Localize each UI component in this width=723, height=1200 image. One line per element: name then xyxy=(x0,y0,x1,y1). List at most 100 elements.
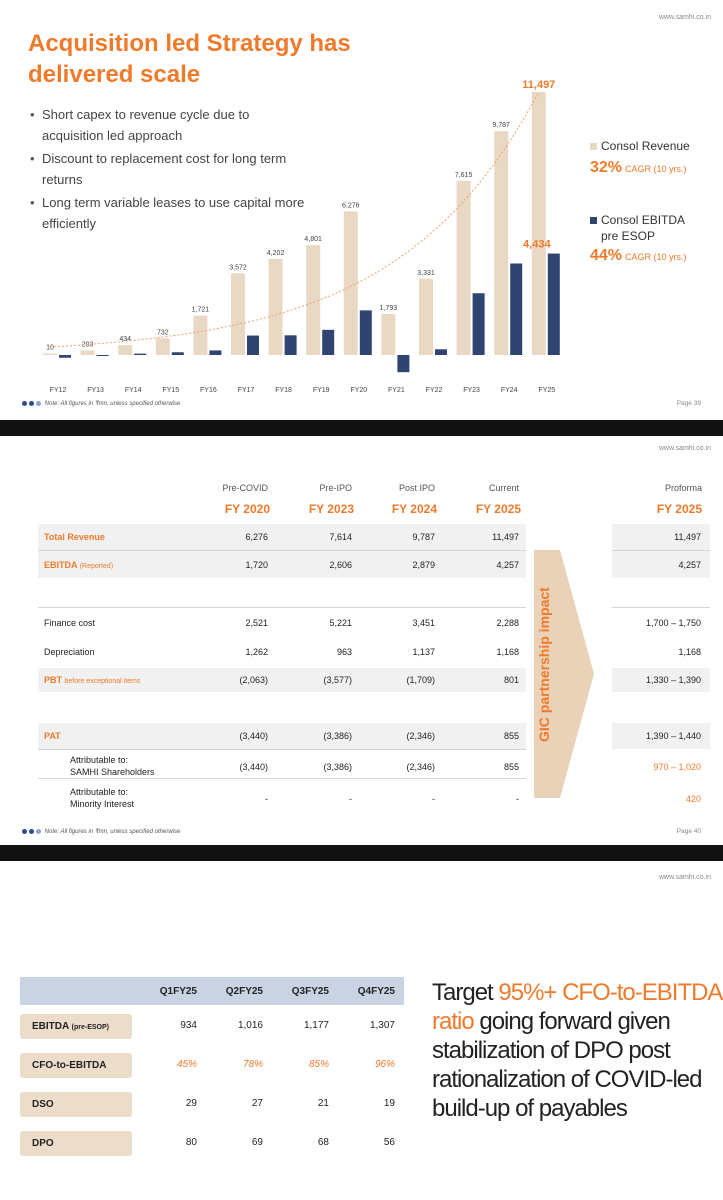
table-header-cell: Q2FY25 xyxy=(225,986,263,997)
gic-impact-arrow xyxy=(534,550,594,798)
row-label-ebitda-note: (Reported) xyxy=(79,563,114,570)
cell: (3,577) xyxy=(323,675,352,685)
target-post: going forward given stabilization of DPO… xyxy=(432,1008,702,1122)
proforma-cell: 11,497 xyxy=(674,532,701,542)
revenue-bar xyxy=(531,92,546,355)
cell: 1,177 xyxy=(303,1020,329,1031)
slide-divider xyxy=(0,845,723,861)
x-tick-label: FY24 xyxy=(501,387,518,394)
cell: 80 xyxy=(185,1137,197,1148)
revenue-data-label: 4,801 xyxy=(304,236,322,243)
ebitda-bar xyxy=(472,293,485,355)
revenue-data-label: 6,276 xyxy=(342,202,360,209)
bullet-item: Discount to replacement cost for long te… xyxy=(28,148,308,190)
bullet-item: Short capex to revenue cycle due to acqu… xyxy=(28,104,308,146)
revenue-cagr: 32% xyxy=(590,159,623,176)
revenue-data-label: 732 xyxy=(157,329,169,336)
ebitda-data-label: 4,434 xyxy=(523,239,551,251)
revenue-bar xyxy=(155,338,170,355)
footnote: Note: All figures in ₹mn, unless specifi… xyxy=(22,828,180,835)
cell: 68 xyxy=(317,1137,329,1148)
row-label-ebitda: EBITDA (Reported) xyxy=(44,560,113,570)
column-period: Post IPO xyxy=(398,483,435,493)
legend-revenue: Consol Revenue 32% CAGR (10 yrs.) xyxy=(590,138,690,177)
legend-revenue-label: Consol Revenue xyxy=(601,139,690,153)
page-number: Page 40 xyxy=(676,828,701,835)
legend-ebitda: Consol EBITDA pre ESOP 44% CAGR (10 yrs.) xyxy=(590,212,687,265)
cell: 1,307 xyxy=(369,1020,395,1031)
cell: - xyxy=(432,794,435,804)
gic-impact-label: GIC partnership impact xyxy=(536,587,552,742)
band-pbt-proforma xyxy=(612,668,710,692)
cell: 6,276 xyxy=(245,532,268,542)
cell: - xyxy=(265,794,268,804)
proforma-cell: 1,168 xyxy=(678,647,701,657)
cell: 1,137 xyxy=(412,647,435,657)
proforma-cell: 1,700 – 1,750 xyxy=(645,618,701,628)
footnote-dot xyxy=(29,828,34,834)
x-tick-label: FY13 xyxy=(87,387,104,394)
row-label-text: EBITDA xyxy=(32,1021,69,1032)
cell: 934 xyxy=(180,1020,197,1031)
revenue-bar xyxy=(343,211,358,355)
footnote-dot xyxy=(36,828,41,834)
revenue-bar xyxy=(419,278,433,355)
row-divider xyxy=(38,749,526,750)
cell: 1,262 xyxy=(245,647,268,657)
slide-title: Acquisition led Strategy has delivered s… xyxy=(28,30,351,88)
ebitda-bar xyxy=(134,353,147,355)
revenue-swatch xyxy=(590,143,597,150)
x-tick-label: FY15 xyxy=(162,387,179,394)
cell: 21 xyxy=(317,1098,329,1109)
revenue-bar xyxy=(231,273,245,355)
cell: - xyxy=(349,794,352,804)
revenue-bar xyxy=(494,131,509,355)
cell: 4,257 xyxy=(496,560,519,570)
site-url: www.samhi.co.in xyxy=(658,445,711,452)
cell: (3,440) xyxy=(239,762,268,772)
slide-acquisition-strategy: www.samhi.co.in Acquisition led Strategy… xyxy=(0,0,723,420)
attr-label-2: Minority Interest xyxy=(70,799,135,809)
cell: 27 xyxy=(251,1098,263,1109)
x-tick-label: FY20 xyxy=(350,387,367,394)
cell: 19 xyxy=(383,1098,395,1109)
row-divider xyxy=(38,778,526,779)
cell: 1,168 xyxy=(496,647,519,657)
revenue-bar xyxy=(118,345,133,355)
cell: 2,606 xyxy=(329,560,352,570)
row-label-finance-cost: Finance cost xyxy=(44,618,96,628)
legend-ebitda-label-2: pre ESOP xyxy=(601,229,656,243)
cell: (2,346) xyxy=(406,731,435,741)
table-header-cell: Q3FY25 xyxy=(291,986,329,997)
revenue-data-label: 9,787 xyxy=(492,122,510,129)
row-label-depreciation: Depreciation xyxy=(44,647,95,657)
ebitda-bar xyxy=(284,335,297,355)
column-period: Pre-COVID xyxy=(222,483,268,493)
column-period: Pre-IPO xyxy=(319,483,352,493)
site-url: www.samhi.co.in xyxy=(658,874,711,881)
row-divider xyxy=(612,550,710,551)
ebitda-bar xyxy=(435,349,447,355)
ebitda-bar xyxy=(96,355,109,356)
row-divider xyxy=(612,607,710,608)
footnote-text: Note: All figures in ₹mn, unless specifi… xyxy=(44,401,181,407)
proforma-cell: 1,390 – 1,440 xyxy=(645,731,701,741)
row-label-ebitda: EBITDA (pre-ESOP) xyxy=(20,1014,132,1039)
cell: (1,709) xyxy=(406,675,435,685)
cell: (3,386) xyxy=(323,762,352,772)
cell: 2,521 xyxy=(245,618,268,628)
bullet-item: Long term variable leases to use capital… xyxy=(28,192,308,234)
ebitda-bar xyxy=(171,352,184,355)
target-statement: Target 95%+ CFO-to-EBITDA ratio going fo… xyxy=(432,978,722,1123)
revenue-bar xyxy=(306,245,321,355)
proforma-cell: 1,330 – 1,390 xyxy=(645,675,701,685)
cell: 45% xyxy=(176,1059,197,1070)
ebitda-cagr: 44% xyxy=(590,247,623,264)
column-fy: FY 2020 xyxy=(224,502,270,516)
row-label-note: (pre-ESOP) xyxy=(71,1024,109,1031)
cell: 2,879 xyxy=(412,560,435,570)
bullet-list: Short capex to revenue cycle due to acqu… xyxy=(28,104,308,236)
cell: 2,288 xyxy=(496,618,519,628)
slide2-footer: Note: All figures in ₹mn, unless specifi… xyxy=(0,824,723,842)
footnote: Note: All figures in ₹mn, unless specifi… xyxy=(22,400,180,407)
